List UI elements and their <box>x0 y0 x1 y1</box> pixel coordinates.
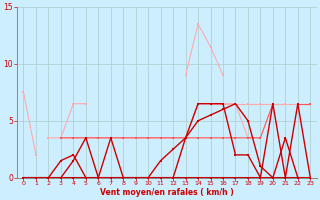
X-axis label: Vent moyen/en rafales ( km/h ): Vent moyen/en rafales ( km/h ) <box>100 188 234 197</box>
